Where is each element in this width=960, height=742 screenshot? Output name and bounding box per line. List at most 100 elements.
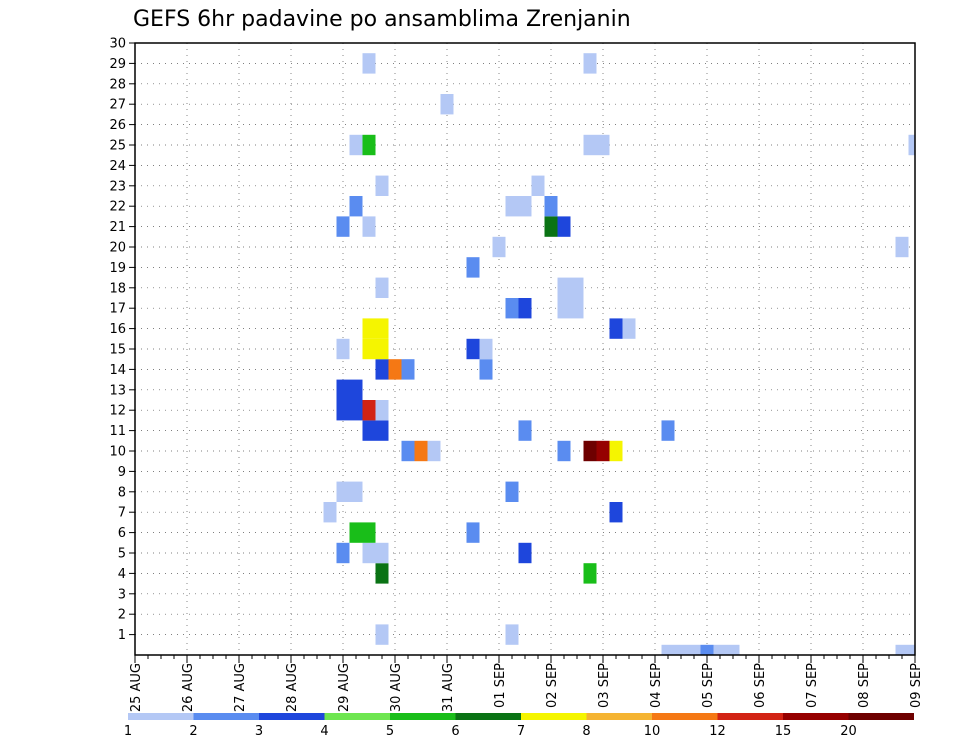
x-tick-label: 30 AUG <box>389 663 404 712</box>
precip-cell <box>362 318 376 339</box>
x-tick-label: 29 AUG <box>337 663 352 712</box>
precip-cell <box>557 298 571 319</box>
precip-cell <box>349 481 363 502</box>
x-axis: 25 AUG 26 AUG 27 AUG 28 AUG 29 AUG 30 AUG 31 A… <box>129 655 924 712</box>
precip-cell <box>531 175 545 196</box>
precip-cell <box>362 216 376 237</box>
y-tick-label: 14 <box>109 363 126 378</box>
precip-cell <box>583 563 597 584</box>
colorbar-swatch <box>586 713 652 720</box>
precip-cell <box>895 644 909 655</box>
x-tick-label: 03 SEP <box>597 663 612 708</box>
precip-cell <box>609 440 623 462</box>
colorbar-label: 20 <box>840 724 857 739</box>
y-tick-label: 2 <box>118 608 126 623</box>
y-tick-label: 6 <box>118 526 126 541</box>
chart-title: GEFS 6hr padavine po ansamblima Zrenjani… <box>133 7 631 32</box>
precip-cell <box>908 644 915 655</box>
colorbar-swatch <box>259 713 325 720</box>
x-tick-label: 28 AUG <box>285 663 300 712</box>
y-tick-label: 18 <box>109 281 126 296</box>
precip-cell <box>713 644 727 655</box>
colorbar-label: 5 <box>386 724 394 739</box>
precip-cell <box>557 216 571 237</box>
colorbar-label: 1 <box>124 724 132 739</box>
precip-cell <box>349 379 363 400</box>
precip-cell <box>336 338 350 360</box>
precip-cell <box>362 522 376 543</box>
x-tick-label: 27 AUG <box>233 663 248 712</box>
precip-cell <box>323 502 337 523</box>
precip-cell <box>375 400 389 421</box>
precip-cell <box>336 400 350 421</box>
precip-cell <box>557 277 571 298</box>
precip-cell <box>505 481 519 502</box>
precip-cell <box>518 420 532 441</box>
colorbar-label: 3 <box>255 724 263 739</box>
precip-cell <box>336 481 350 502</box>
precip-cell <box>557 440 571 462</box>
precip-cell <box>466 338 480 360</box>
precip-cell <box>570 277 584 298</box>
colorbar-swatch <box>455 713 521 720</box>
colorbar-swatch <box>783 713 849 720</box>
precip-cell <box>544 216 558 237</box>
x-tick-label: 25 AUG <box>129 663 144 712</box>
colorbar-label: 6 <box>451 724 459 739</box>
precip-cell <box>466 522 480 543</box>
colorbar-swatch <box>324 713 390 720</box>
y-tick-label: 5 <box>118 547 126 562</box>
precip-cell <box>401 359 415 380</box>
precip-cell <box>518 298 532 319</box>
precip-cell <box>362 134 376 156</box>
precip-cell <box>401 440 415 462</box>
y-tick-label: 3 <box>118 587 126 602</box>
precip-cell <box>479 338 493 360</box>
precip-cell <box>583 134 597 156</box>
x-tick-label: 04 SEP <box>649 663 664 708</box>
precip-cell <box>375 563 389 584</box>
precip-cell <box>375 318 389 339</box>
colorbar-swatch <box>128 713 194 720</box>
y-tick-label: 16 <box>109 322 126 337</box>
y-tick-label: 4 <box>118 567 126 582</box>
precip-cell <box>362 53 376 74</box>
colorbar-label: 15 <box>775 724 792 739</box>
y-tick-label: 26 <box>109 118 126 133</box>
precip-cell <box>700 644 714 655</box>
y-tick-label: 27 <box>109 98 126 113</box>
x-tick-label: 08 SEP <box>857 663 872 708</box>
precip-cell <box>362 400 376 421</box>
precip-cell <box>661 420 675 441</box>
precip-cell <box>388 359 402 380</box>
precip-cell <box>505 298 519 319</box>
y-tick-label: 24 <box>109 159 126 174</box>
colorbar-swatch <box>390 713 456 720</box>
colorbar-swatch <box>193 713 259 720</box>
y-tick-label: 13 <box>109 383 126 398</box>
precip-cell <box>375 542 389 564</box>
y-tick-label: 15 <box>109 343 126 358</box>
precip-cell <box>583 53 597 74</box>
y-tick-label: 29 <box>109 57 126 72</box>
precip-cell <box>414 440 428 462</box>
precip-cell <box>336 542 350 564</box>
precip-cell <box>661 644 675 655</box>
colorbar-swatch <box>717 713 783 720</box>
precip-cell <box>336 216 350 237</box>
precip-cell <box>349 134 363 156</box>
precip-cell <box>375 624 389 645</box>
y-tick-label: 20 <box>109 241 126 256</box>
y-tick-label: 7 <box>118 506 126 521</box>
precip-cell <box>349 522 363 543</box>
colorbar-swatch <box>521 713 587 720</box>
precip-cell <box>583 440 597 462</box>
precip-cell <box>505 196 519 217</box>
precip-cell <box>609 502 623 523</box>
precip-cell <box>427 440 441 462</box>
precip-cell <box>908 134 915 156</box>
x-tick-label: 02 SEP <box>545 663 560 708</box>
y-tick-label: 22 <box>109 200 126 215</box>
x-tick-label: 07 SEP <box>805 663 820 708</box>
